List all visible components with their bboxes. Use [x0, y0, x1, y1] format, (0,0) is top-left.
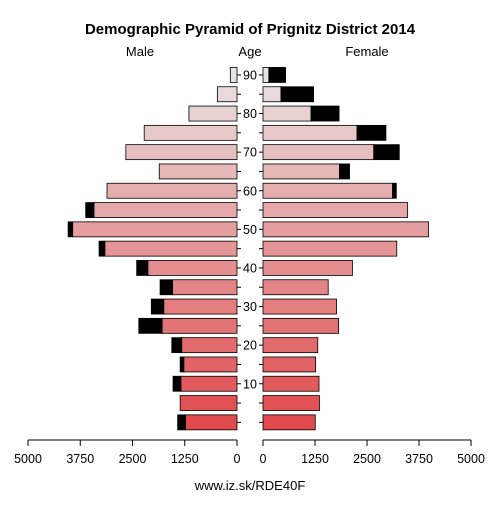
female-excess-bar — [310, 105, 340, 122]
age-tick-label: 80 — [243, 107, 257, 121]
female-excess-bar — [268, 67, 286, 83]
age-tick-label: 50 — [243, 223, 257, 237]
male-bar — [161, 317, 238, 334]
x-tick-label: 1250 — [301, 452, 329, 466]
female-bar — [262, 337, 319, 354]
age-label: Age — [238, 44, 261, 59]
male-excess-bar — [67, 221, 74, 238]
female-bar — [262, 317, 340, 334]
male-bar — [125, 144, 238, 161]
male-bar — [143, 124, 238, 141]
x-tick-label: 3750 — [66, 452, 94, 466]
male-bar — [172, 279, 238, 296]
male-bar — [188, 105, 238, 122]
male-bar — [158, 163, 238, 180]
female-bar — [262, 395, 320, 411]
female-bar — [262, 144, 375, 161]
male-bar — [72, 221, 238, 238]
female-bar — [262, 356, 317, 373]
x-tick-label: 5000 — [14, 452, 42, 466]
male-excess-bar — [171, 337, 183, 354]
male-excess-bar — [179, 356, 185, 373]
x-tick-label: 2500 — [119, 452, 147, 466]
male-bar — [229, 67, 238, 83]
x-tick-label: 3750 — [405, 452, 433, 466]
female-bar — [262, 202, 409, 218]
male-bar — [179, 395, 238, 411]
age-tick-label: 30 — [243, 300, 257, 314]
male-excess-bar — [136, 260, 149, 276]
male-excess-bar — [85, 202, 95, 218]
female-bar — [262, 414, 316, 431]
age-tick-label: 40 — [243, 261, 257, 275]
axes-layer: 10 20 30 40 50 60 70 80 90 5000 3750 2500 1250 0 0 1250… — [14, 68, 485, 466]
age-tick-label: 90 — [243, 68, 257, 82]
bars-layer — [67, 67, 429, 431]
female-excess-bar — [280, 86, 314, 103]
female-bar — [262, 163, 340, 180]
female-excess-bar — [339, 163, 350, 180]
female-bar — [262, 86, 282, 103]
female-label: Female — [345, 44, 388, 59]
male-bar — [185, 414, 238, 431]
x-tick-label: 5000 — [457, 452, 485, 466]
age-tick-label: 60 — [243, 184, 257, 198]
male-bar — [147, 260, 238, 276]
female-excess-bar — [373, 144, 400, 161]
age-tick-label: 10 — [243, 377, 257, 391]
female-bar — [262, 221, 429, 238]
male-label: Male — [126, 44, 154, 59]
x-tick-label: 1250 — [171, 452, 199, 466]
x-tick-label: 0 — [234, 452, 241, 466]
female-excess-bar — [392, 182, 397, 199]
female-bar — [262, 298, 337, 315]
male-excess-bar — [177, 414, 186, 431]
male-excess-bar — [98, 240, 106, 257]
male-bar — [93, 202, 238, 218]
x-tick-label: 2500 — [353, 452, 381, 466]
chart-title: Demographic Pyramid of Prignitz District… — [85, 21, 416, 38]
female-bar — [262, 67, 270, 83]
male-bar — [104, 240, 238, 257]
female-bar — [262, 124, 358, 141]
female-bar — [262, 279, 329, 296]
x-tick-label: 0 — [260, 452, 267, 466]
female-bar — [262, 240, 398, 257]
female-excess-bar — [356, 124, 387, 141]
age-tick-label: 70 — [243, 146, 257, 160]
male-excess-bar — [172, 375, 182, 392]
female-bar — [262, 182, 393, 199]
footer-url: www.iz.sk/RDE40F — [194, 478, 306, 493]
male-bar — [180, 375, 238, 392]
male-bar — [181, 337, 238, 354]
age-tick-label: 20 — [243, 339, 257, 353]
male-excess-bar — [150, 298, 165, 315]
male-bar — [216, 86, 238, 103]
male-excess-bar — [159, 279, 174, 296]
male-excess-bar — [138, 317, 163, 334]
female-bar — [262, 105, 312, 122]
male-bar — [183, 356, 238, 373]
male-bar — [106, 182, 238, 199]
female-bar — [262, 375, 320, 392]
female-bar — [262, 260, 353, 276]
male-bar — [163, 298, 238, 315]
